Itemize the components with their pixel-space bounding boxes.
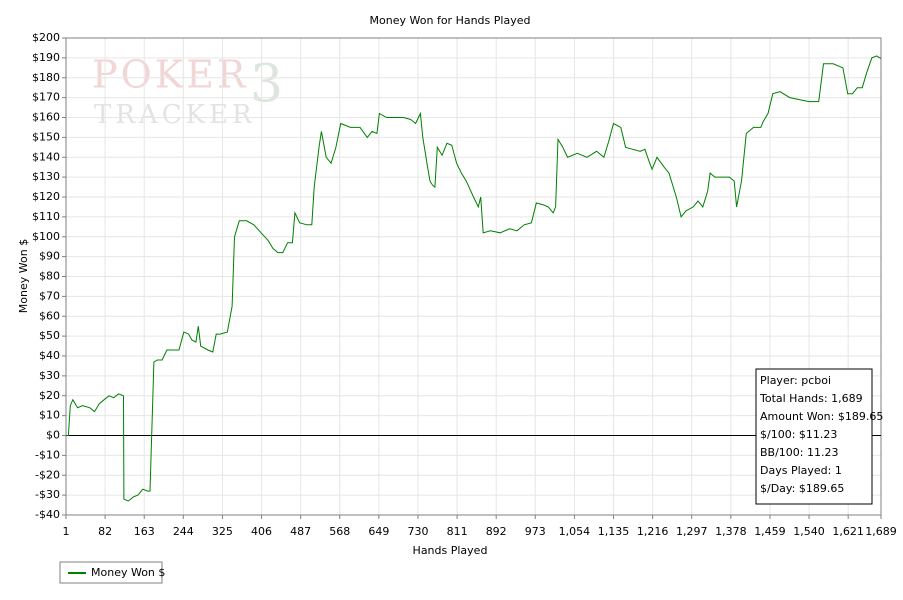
info-line: $/Day: $189.65	[760, 482, 844, 495]
x-tick-label: 811	[447, 525, 468, 538]
x-tick-label: 973	[525, 525, 546, 538]
info-line: Total Hands: 1,689	[759, 392, 863, 405]
x-tick-label: 1	[63, 525, 70, 538]
y-tick-label: $100	[32, 230, 60, 243]
y-tick-label: $50	[39, 329, 60, 342]
watermark: TRACKER	[94, 100, 256, 130]
y-tick-label: $120	[32, 190, 60, 203]
x-tick-label: 730	[407, 525, 428, 538]
x-tick-label: 244	[173, 525, 194, 538]
x-tick-label: 1,054	[559, 525, 591, 538]
plot-border	[65, 37, 882, 516]
y-tick-label: $150	[32, 130, 60, 143]
y-tick-label: $40	[39, 349, 60, 362]
y-axis-label: Money Won $	[17, 239, 30, 313]
y-tick-label: $110	[32, 210, 60, 223]
x-tick-label: 1,216	[637, 525, 669, 538]
x-tick-label: 325	[212, 525, 233, 538]
y-tick-label: $30	[39, 369, 60, 382]
y-tick-label: $80	[39, 270, 60, 283]
y-tick-label: $20	[39, 389, 60, 402]
watermark: POKER	[92, 53, 248, 97]
y-tick-label: $160	[32, 111, 60, 124]
chart-title: Money Won for Hands Played	[370, 14, 531, 27]
info-box	[755, 368, 873, 505]
y-tick-label: $130	[32, 170, 60, 183]
x-tick-label: 1,540	[793, 525, 825, 538]
legend-label: Money Won $	[91, 566, 165, 579]
y-tick-label: -$30	[35, 488, 60, 501]
x-tick-label: 1,621	[832, 525, 864, 538]
x-tick-label: 406	[251, 525, 272, 538]
x-tick-label: 82	[98, 525, 112, 538]
y-tick-label: $60	[39, 309, 60, 322]
x-tick-label: 1,135	[598, 525, 630, 538]
watermark: 3	[250, 55, 283, 115]
x-tick-label: 1,297	[676, 525, 708, 538]
legend-box	[59, 561, 163, 584]
y-tick-label: $170	[32, 91, 60, 104]
x-axis-label: Hands Played	[413, 544, 488, 557]
y-tick-label: $190	[32, 51, 60, 64]
x-tick-label: 487	[290, 525, 311, 538]
info-line: BB/100: 11.23	[760, 446, 839, 459]
info-line: $/100: $11.23	[760, 428, 837, 441]
y-tick-label: $140	[32, 150, 60, 163]
y-tick-label: -$20	[35, 468, 60, 481]
x-tick-label: 163	[134, 525, 155, 538]
y-tick-label: $70	[39, 289, 60, 302]
y-tick-label: $10	[39, 409, 60, 422]
x-tick-label: 568	[329, 525, 350, 538]
x-tick-label: 1,459	[754, 525, 786, 538]
y-tick-label: -$10	[35, 448, 60, 461]
y-tick-label: $90	[39, 250, 60, 263]
info-line: Player: pcboi	[760, 374, 831, 387]
x-tick-label: 1,689	[865, 525, 897, 538]
info-line: Days Played: 1	[760, 464, 842, 477]
x-tick-label: 892	[486, 525, 507, 538]
x-tick-label: 1,378	[715, 525, 747, 538]
y-tick-label: $200	[32, 31, 60, 44]
y-tick-label: -$40	[35, 508, 60, 521]
line	[66, 55, 882, 502]
x-tick-label: 649	[368, 525, 389, 538]
info-line: Amount Won: $189.65	[760, 410, 883, 423]
y-tick-label: $180	[32, 71, 60, 84]
y-tick-label: $0	[46, 429, 60, 442]
